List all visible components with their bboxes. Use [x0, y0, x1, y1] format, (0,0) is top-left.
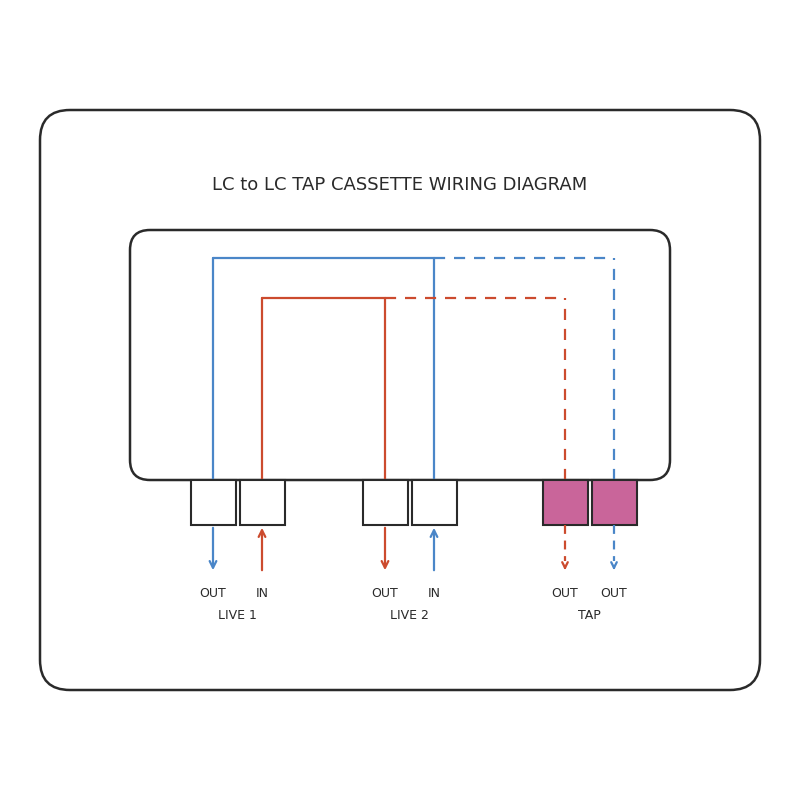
Bar: [239, 480, 285, 525]
Text: LC to LC TAP CASSETTE WIRING DIAGRAM: LC to LC TAP CASSETTE WIRING DIAGRAM: [212, 176, 588, 194]
Bar: [411, 480, 457, 525]
Text: OUT: OUT: [552, 587, 578, 600]
Bar: [362, 480, 407, 525]
Text: IN: IN: [255, 587, 269, 600]
Bar: [190, 480, 235, 525]
Text: LIVE 1: LIVE 1: [218, 609, 257, 622]
Text: IN: IN: [427, 587, 441, 600]
Bar: [542, 480, 587, 525]
Text: OUT: OUT: [601, 587, 627, 600]
Bar: [591, 480, 637, 525]
Text: OUT: OUT: [200, 587, 226, 600]
Text: TAP: TAP: [578, 609, 601, 622]
Text: LIVE 2: LIVE 2: [390, 609, 429, 622]
Text: OUT: OUT: [372, 587, 398, 600]
FancyBboxPatch shape: [40, 110, 760, 690]
FancyBboxPatch shape: [130, 230, 670, 480]
